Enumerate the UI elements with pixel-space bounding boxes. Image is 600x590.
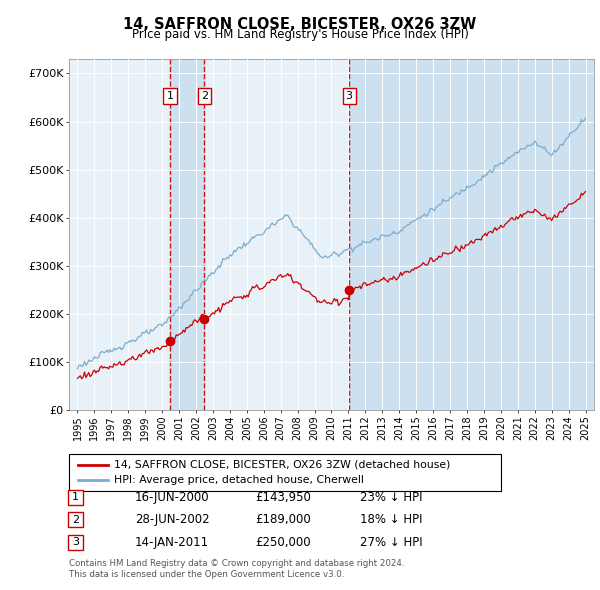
Text: Price paid vs. HM Land Registry's House Price Index (HPI): Price paid vs. HM Land Registry's House … xyxy=(131,28,469,41)
Text: 14, SAFFRON CLOSE, BICESTER, OX26 3ZW (detached house): 14, SAFFRON CLOSE, BICESTER, OX26 3ZW (d… xyxy=(114,460,451,470)
Text: Contains HM Land Registry data © Crown copyright and database right 2024.: Contains HM Land Registry data © Crown c… xyxy=(69,559,404,568)
Bar xyxy=(170,59,205,410)
Text: 1: 1 xyxy=(166,91,173,101)
Text: £250,000: £250,000 xyxy=(255,536,311,549)
Text: 16-JUN-2000: 16-JUN-2000 xyxy=(135,491,209,504)
Bar xyxy=(349,59,594,410)
Text: 27% ↓ HPI: 27% ↓ HPI xyxy=(360,536,422,549)
Text: 18% ↓ HPI: 18% ↓ HPI xyxy=(360,513,422,526)
Text: HPI: Average price, detached house, Cherwell: HPI: Average price, detached house, Cher… xyxy=(114,476,364,485)
Text: 3: 3 xyxy=(346,91,353,101)
Text: 1: 1 xyxy=(72,493,79,502)
Text: 3: 3 xyxy=(72,537,79,547)
Text: 2: 2 xyxy=(201,91,208,101)
Text: £189,000: £189,000 xyxy=(255,513,311,526)
Text: 28-JUN-2002: 28-JUN-2002 xyxy=(135,513,209,526)
Text: 23% ↓ HPI: 23% ↓ HPI xyxy=(360,491,422,504)
Text: 14, SAFFRON CLOSE, BICESTER, OX26 3ZW: 14, SAFFRON CLOSE, BICESTER, OX26 3ZW xyxy=(124,17,476,31)
Text: £143,950: £143,950 xyxy=(255,491,311,504)
Text: 2: 2 xyxy=(72,515,79,525)
Text: 14-JAN-2011: 14-JAN-2011 xyxy=(135,536,209,549)
Text: This data is licensed under the Open Government Licence v3.0.: This data is licensed under the Open Gov… xyxy=(69,571,344,579)
